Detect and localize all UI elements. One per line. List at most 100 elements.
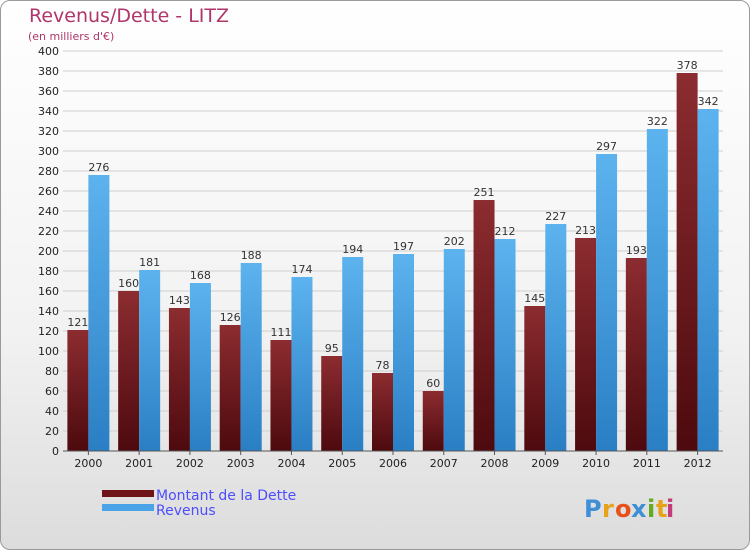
data-label: 322	[647, 115, 668, 128]
logo-letter: i	[647, 495, 655, 523]
y-tick-label: 60	[45, 385, 59, 398]
legend-swatch-debt	[102, 490, 154, 497]
data-label: 213	[575, 224, 596, 237]
bar-revenus	[443, 249, 465, 451]
data-label: 121	[67, 316, 88, 329]
y-tick-label: 380	[38, 65, 59, 78]
y-tick-label: 340	[38, 105, 59, 118]
x-tick-label: 2005	[328, 457, 356, 470]
bar-revenus	[342, 257, 364, 451]
bar-revenus	[596, 154, 618, 451]
x-tick-label: 2006	[379, 457, 407, 470]
y-tick-label: 360	[38, 85, 59, 98]
x-tick-label: 2003	[227, 457, 255, 470]
x-tick-label: 2010	[582, 457, 610, 470]
bar-dette	[270, 340, 292, 451]
bar-dette	[219, 325, 241, 451]
x-tick-label: 2011	[633, 457, 661, 470]
logo-letter: x	[631, 495, 647, 523]
y-tick-label: 280	[38, 165, 59, 178]
y-tick-label: 220	[38, 225, 59, 238]
y-tick-label: 120	[38, 325, 59, 338]
y-tick-label: 80	[45, 365, 59, 378]
y-tick-label: 320	[38, 125, 59, 138]
data-label: 297	[596, 140, 617, 153]
data-label: 143	[169, 294, 190, 307]
data-label: 194	[342, 243, 363, 256]
x-tick-label: 2004	[277, 457, 305, 470]
bar-revenus	[88, 175, 110, 451]
data-label: 193	[626, 244, 647, 257]
bar-dette	[118, 291, 140, 451]
logo-letter: o	[615, 495, 632, 523]
x-tick-label: 2008	[481, 457, 509, 470]
y-tick-label: 200	[38, 245, 59, 258]
y-tick-label: 40	[45, 405, 59, 418]
data-label: 95	[325, 342, 339, 355]
data-label: 342	[698, 95, 719, 108]
data-label: 60	[426, 377, 440, 390]
legend-label-debt: Montant de la Dette	[156, 488, 296, 504]
data-label: 160	[118, 277, 139, 290]
bar-dette	[524, 306, 546, 451]
bar-dette	[473, 200, 495, 451]
x-tick-label: 2009	[531, 457, 559, 470]
y-tick-label: 260	[38, 185, 59, 198]
bar-dette	[168, 308, 190, 451]
data-label: 111	[270, 326, 291, 339]
chart-title: Revenus/Dette - LITZ	[29, 5, 230, 27]
x-tick-label: 2002	[176, 457, 204, 470]
y-tick-label: 0	[52, 445, 59, 458]
legend: Montant de la Dette Revenus	[102, 488, 296, 519]
data-label: 188	[241, 249, 262, 262]
data-label: 168	[190, 269, 211, 282]
bar-revenus	[697, 109, 719, 451]
y-tick-label: 100	[38, 345, 59, 358]
data-label: 78	[376, 359, 390, 372]
axes: 0 20 40 60 80 100 120 140 160 180 200 220 240 260 280 3…	[38, 45, 723, 470]
bar-dette	[676, 73, 698, 451]
bar-dette	[67, 330, 89, 451]
logo-letter: P	[584, 495, 602, 523]
bar-revenus	[139, 270, 161, 451]
y-tick-label: 140	[38, 305, 59, 318]
data-label: 174	[291, 263, 312, 276]
logo-letter: r	[602, 495, 614, 523]
y-tick-label: 180	[38, 265, 59, 278]
x-tick-label: 2000	[74, 457, 102, 470]
data-label: 378	[677, 59, 698, 72]
data-label: 212	[495, 225, 516, 238]
data-label: 145	[524, 292, 545, 305]
bar-revenus	[545, 224, 567, 451]
bar-revenus	[646, 129, 668, 451]
x-tick-label: 2007	[430, 457, 458, 470]
y-tick-label: 300	[38, 145, 59, 158]
legend-swatch-revenus	[102, 504, 154, 511]
bar-revenus	[291, 277, 313, 451]
x-tick-label: 2001	[125, 457, 153, 470]
x-tick-label: 2012	[684, 457, 712, 470]
data-label: 276	[88, 161, 109, 174]
bar-dette	[321, 356, 343, 451]
y-tick-label: 160	[38, 285, 59, 298]
chart-subtitle: (en milliers d'€)	[28, 30, 115, 43]
bar-revenus	[494, 239, 516, 451]
logo-letter: i	[666, 495, 674, 523]
y-tick-label: 400	[38, 45, 59, 58]
bar-revenus	[189, 283, 211, 451]
bar-revenus	[393, 254, 414, 451]
data-label: 197	[393, 240, 414, 253]
bar-dette	[625, 258, 647, 451]
bar-dette	[372, 373, 393, 451]
data-label: 251	[474, 186, 495, 199]
bar-revenus	[240, 263, 262, 451]
data-label: 227	[545, 210, 566, 223]
bars	[67, 73, 719, 451]
data-label: 202	[444, 235, 465, 248]
y-tick-label: 240	[38, 205, 59, 218]
bar-dette	[575, 238, 597, 451]
